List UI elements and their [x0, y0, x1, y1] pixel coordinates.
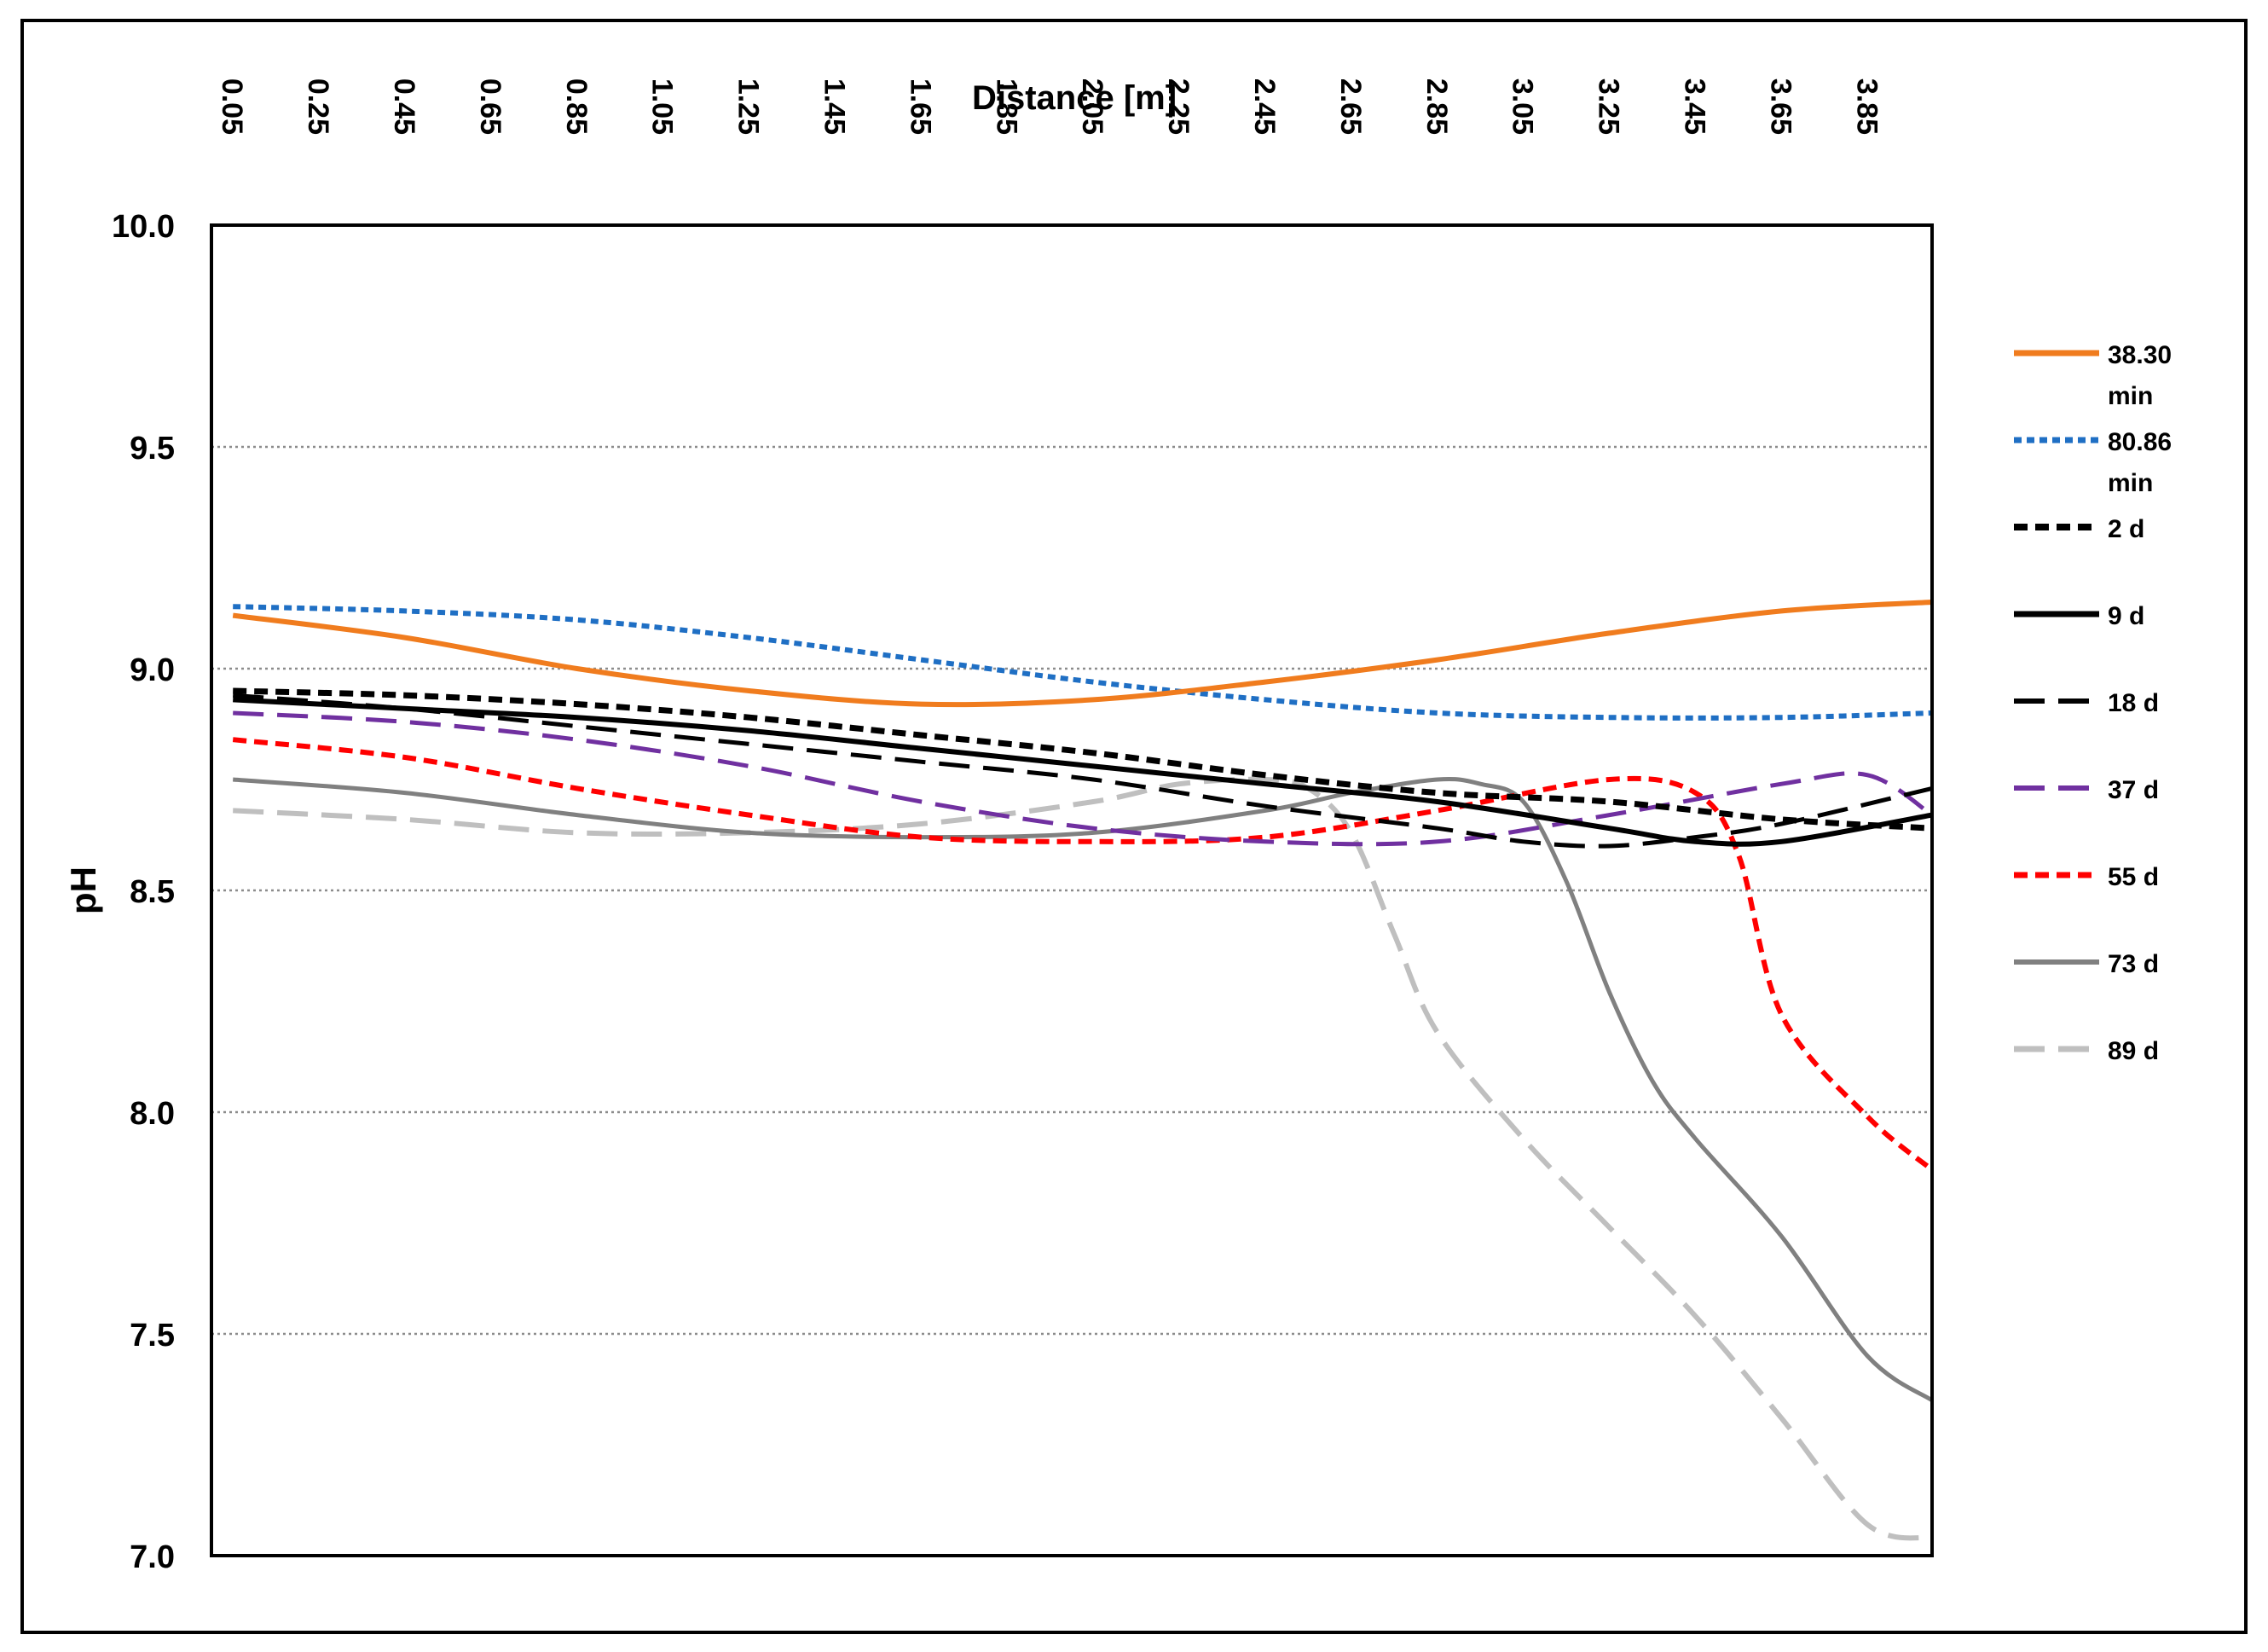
series-line-89-d [233, 776, 1933, 1541]
x-tick-label: 1.65 [904, 78, 936, 135]
y-axis-title: pH [63, 867, 103, 914]
x-tick-label: 2.85 [1420, 78, 1453, 135]
legend-label: 55 d [2108, 863, 2159, 891]
y-tick-label: 8.5 [130, 874, 175, 910]
x-tick-label: 0.05 [216, 78, 248, 135]
x-tick-label: 3.25 [1593, 78, 1625, 135]
x-tick-label: 2.25 [1162, 78, 1195, 135]
series-line-2-d [233, 687, 1933, 832]
y-tick-label: 7.0 [130, 1539, 175, 1575]
series-line-73-d [233, 776, 1934, 1403]
legend-label: 89 d [2108, 1037, 2159, 1065]
y-tick-label: 9.5 [130, 431, 175, 467]
x-tick-label: 2.45 [1248, 78, 1281, 135]
x-tick-label: 2.65 [1334, 78, 1367, 135]
x-axis-ticks: 0.05 0.25 0.45 0.65 0.85 1.05 1.25 1.45 1.65 1.85… [216, 78, 1883, 135]
series-layer [232, 600, 1934, 1541]
series-line-18-d [233, 693, 1933, 849]
y-tick-label: 7.5 [130, 1318, 175, 1353]
legend-label: 73 d [2108, 950, 2159, 978]
legend-label: 38.30 min [2108, 341, 2172, 410]
grid-lines [211, 445, 1932, 1336]
legend-label: 37 d [2108, 776, 2159, 804]
x-axis-title: Distance [m] [972, 79, 1177, 117]
series-line-80-86-min [233, 604, 1933, 721]
series-line-9-d [233, 697, 1933, 847]
x-tick-label: 1.05 [646, 78, 679, 135]
y-axis-ticks: 7.0 7.5 8.0 8.5 9.0 9.5 10.0 [112, 209, 175, 1575]
x-tick-label: 0.85 [560, 78, 593, 135]
x-tick-label: 3.65 [1764, 78, 1796, 135]
plot-border [210, 223, 1934, 1557]
x-tick-label: 0.45 [388, 78, 420, 135]
x-tick-label: 1.45 [819, 78, 851, 135]
x-tick-label: 3.05 [1507, 78, 1539, 135]
x-tick-label: 1.85 [990, 78, 1022, 135]
y-tick-label: 9.0 [130, 652, 175, 688]
x-tick-label: 1.25 [732, 78, 765, 135]
x-tick-label: 3.85 [1850, 78, 1883, 135]
x-tick-label: 0.65 [474, 78, 506, 135]
x-tick-label: 0.25 [302, 78, 334, 135]
legend-label: 2 d [2108, 515, 2144, 543]
x-tick-label: 2.05 [1076, 78, 1108, 135]
y-tick-label: 10.0 [112, 209, 175, 245]
legend: 38.30 min 80.86 min 2 d 9 d 18 d 37 d 55 d 73 d 89… [2014, 341, 2172, 1065]
series-line-55-d [232, 737, 1934, 1172]
legend-label: 80.86 min [2108, 428, 2172, 497]
y-tick-label: 8.0 [130, 1096, 175, 1132]
series-line-38-30-min [232, 600, 1933, 708]
legend-label: 9 d [2108, 602, 2144, 630]
legend-label: 18 d [2108, 689, 2159, 717]
x-tick-label: 3.45 [1679, 78, 1711, 135]
series-line-37-d [233, 710, 1934, 847]
